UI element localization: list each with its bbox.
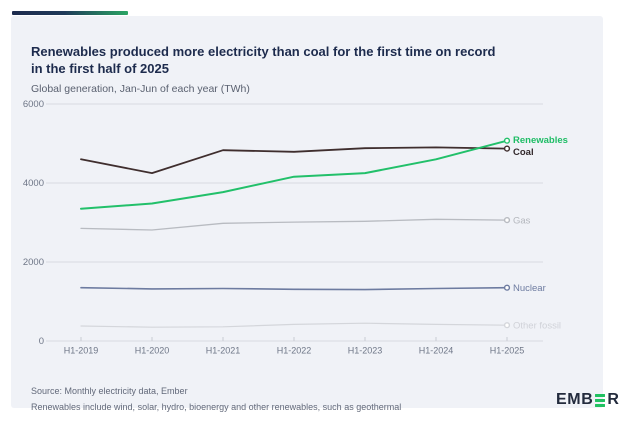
series-label-renewables: Renewables bbox=[513, 135, 568, 146]
series-marker-gas bbox=[503, 217, 511, 224]
chart-subtitle: Global generation, Jan-Jun of each year … bbox=[31, 83, 250, 95]
y-tick-label-0: 0 bbox=[39, 336, 44, 347]
series-line-gas bbox=[80, 218, 508, 231]
x-tick-label-H1-2022: H1-2022 bbox=[277, 346, 312, 356]
ember-logo-e-icon bbox=[595, 393, 606, 407]
source-note: Source: Monthly electricity data, Ember bbox=[31, 386, 188, 396]
page-title-line2: in the first half of 2025 bbox=[31, 61, 169, 76]
series-marker-other-fossil bbox=[503, 322, 511, 329]
page-title-line1: Renewables produced more electricity tha… bbox=[31, 44, 496, 59]
y-tick-label-6000: 6000 bbox=[23, 99, 44, 110]
accent-bar bbox=[12, 11, 128, 15]
y-tick-label-4000: 4000 bbox=[23, 178, 44, 189]
series-line-renewables bbox=[80, 139, 508, 210]
page-title: Renewables produced more electricity tha… bbox=[31, 43, 609, 77]
series-marker-nuclear bbox=[503, 284, 511, 291]
chart-card: Renewables produced more electricity tha… bbox=[11, 16, 619, 412]
methodology-note: Renewables include wind, solar, hydro, b… bbox=[31, 401, 402, 412]
series-label-other-fossil: Other fossil bbox=[513, 320, 561, 331]
ember-logo-text-pre: EMB bbox=[556, 391, 594, 408]
series-marker-coal bbox=[503, 145, 511, 152]
x-tick-label-H1-2023: H1-2023 bbox=[348, 346, 383, 356]
y-tick-label-2000: 2000 bbox=[23, 257, 44, 268]
series-line-other-fossil bbox=[80, 322, 508, 328]
series-line-coal bbox=[80, 146, 508, 175]
x-tick-label-H1-2020: H1-2020 bbox=[135, 346, 170, 356]
x-tick-label-H1-2025: H1-2025 bbox=[490, 346, 525, 356]
series-label-gas: Gas bbox=[513, 215, 531, 226]
ember-logo-text-post: R bbox=[607, 391, 620, 408]
x-tick-label-H1-2024: H1-2024 bbox=[419, 346, 454, 356]
x-tick-label-H1-2019: H1-2019 bbox=[64, 346, 99, 356]
chart-footer: Source: Monthly electricity data, Ember … bbox=[31, 384, 401, 415]
series-label-nuclear: Nuclear bbox=[513, 283, 546, 294]
series-line-nuclear bbox=[80, 286, 508, 291]
series-marker-renewables bbox=[503, 137, 511, 144]
x-tick-label-H1-2021: H1-2021 bbox=[206, 346, 241, 356]
series-label-coal: Coal bbox=[513, 147, 534, 158]
ember-logo: EMB R bbox=[556, 391, 620, 409]
